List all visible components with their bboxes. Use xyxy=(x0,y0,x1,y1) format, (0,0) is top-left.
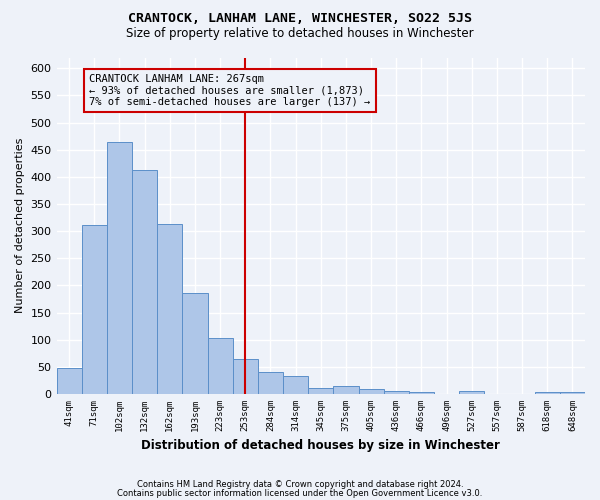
Bar xyxy=(208,338,233,394)
Bar xyxy=(56,368,82,394)
Bar xyxy=(107,142,132,394)
Bar xyxy=(258,372,283,394)
Text: CRANTOCK LANHAM LANE: 267sqm
← 93% of detached houses are smaller (1,873)
7% of : CRANTOCK LANHAM LANE: 267sqm ← 93% of de… xyxy=(89,74,371,107)
X-axis label: Distribution of detached houses by size in Winchester: Distribution of detached houses by size … xyxy=(142,440,500,452)
Bar xyxy=(334,386,359,394)
Text: Contains public sector information licensed under the Open Government Licence v3: Contains public sector information licen… xyxy=(118,489,482,498)
Bar xyxy=(233,359,258,394)
Bar xyxy=(409,392,434,394)
Bar xyxy=(157,224,182,394)
Text: Size of property relative to detached houses in Winchester: Size of property relative to detached ho… xyxy=(126,28,474,40)
Bar xyxy=(459,392,484,394)
Bar xyxy=(359,389,383,394)
Bar xyxy=(383,391,409,394)
Bar xyxy=(283,376,308,394)
Y-axis label: Number of detached properties: Number of detached properties xyxy=(15,138,25,314)
Bar xyxy=(182,292,208,394)
Bar xyxy=(82,224,107,394)
Bar xyxy=(308,388,334,394)
Bar xyxy=(132,170,157,394)
Bar xyxy=(535,392,560,394)
Text: CRANTOCK, LANHAM LANE, WINCHESTER, SO22 5JS: CRANTOCK, LANHAM LANE, WINCHESTER, SO22 … xyxy=(128,12,472,26)
Bar xyxy=(560,392,585,394)
Text: Contains HM Land Registry data © Crown copyright and database right 2024.: Contains HM Land Registry data © Crown c… xyxy=(137,480,463,489)
